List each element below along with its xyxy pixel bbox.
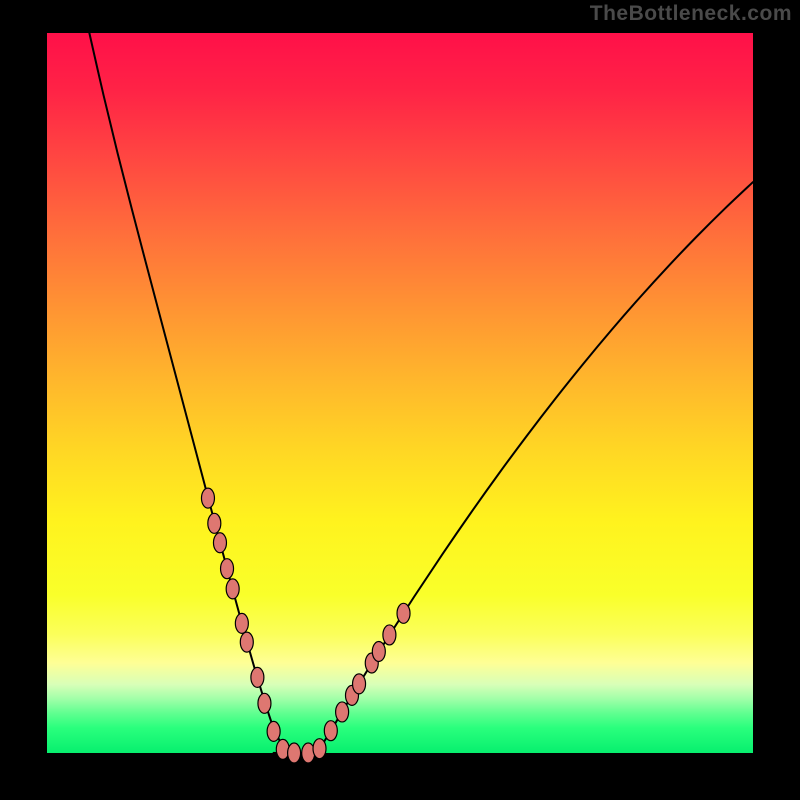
data-point	[201, 488, 214, 508]
bottleneck-chart	[0, 0, 800, 800]
data-point	[258, 693, 271, 713]
data-point	[240, 632, 253, 652]
data-point	[235, 613, 248, 633]
data-point	[383, 625, 396, 645]
watermark-text: TheBottleneck.com	[590, 2, 792, 26]
data-point	[267, 721, 280, 741]
data-point	[353, 674, 366, 694]
data-point	[336, 702, 349, 722]
plot-background	[47, 33, 753, 753]
data-point	[221, 559, 234, 579]
data-point	[226, 579, 239, 599]
data-point	[251, 667, 264, 687]
data-point	[208, 513, 221, 533]
data-point	[288, 743, 301, 763]
data-point	[213, 533, 226, 553]
data-point	[372, 641, 385, 661]
data-point	[313, 739, 326, 759]
chart-container: TheBottleneck.com	[0, 0, 800, 800]
data-point	[324, 721, 337, 741]
data-point	[397, 603, 410, 623]
